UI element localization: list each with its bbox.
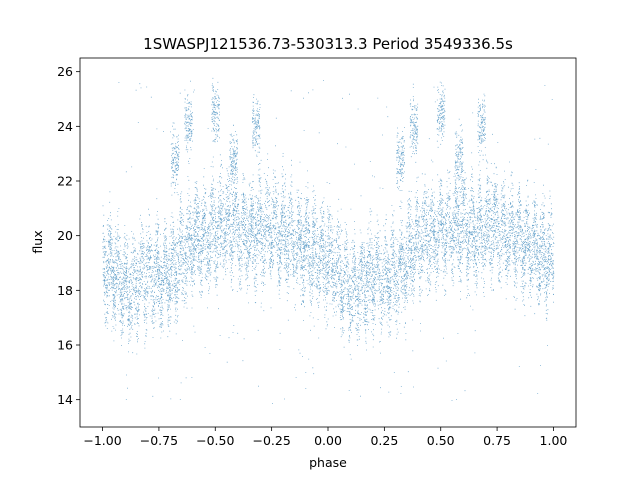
y-tick-label: 16 bbox=[57, 338, 73, 353]
x-tick-label: −0.50 bbox=[196, 433, 234, 448]
x-tick-label: −0.75 bbox=[140, 433, 178, 448]
scatter-points bbox=[102, 77, 555, 404]
y-tick-label: 22 bbox=[57, 174, 73, 189]
y-tick-label: 24 bbox=[57, 119, 73, 134]
y-axis: 14 16 18 20 22 24 26 bbox=[57, 64, 80, 407]
chart-title: 1SWASPJ121536.73-530313.3 Period 3549336… bbox=[143, 35, 513, 53]
x-tick-label: 0.75 bbox=[483, 433, 511, 448]
x-tick-label: 0.25 bbox=[370, 433, 398, 448]
y-tick-label: 26 bbox=[57, 64, 73, 79]
x-tick-label: 0.50 bbox=[427, 433, 455, 448]
flux-data-points bbox=[102, 77, 555, 404]
x-tick-label: 1.00 bbox=[540, 433, 568, 448]
x-tick-label: 0.00 bbox=[314, 433, 342, 448]
y-axis-label: flux bbox=[30, 230, 45, 253]
x-tick-label: −0.25 bbox=[252, 433, 290, 448]
x-tick-label: −1.00 bbox=[83, 433, 121, 448]
y-tick-label: 20 bbox=[57, 228, 73, 243]
y-tick-label: 18 bbox=[57, 283, 73, 298]
y-tick-label: 14 bbox=[57, 392, 73, 407]
x-axis: −1.00 −0.75 −0.50 −0.25 0.00 0.25 0.50 0.75 1.00 bbox=[83, 427, 567, 448]
x-axis-label: phase bbox=[309, 455, 347, 470]
